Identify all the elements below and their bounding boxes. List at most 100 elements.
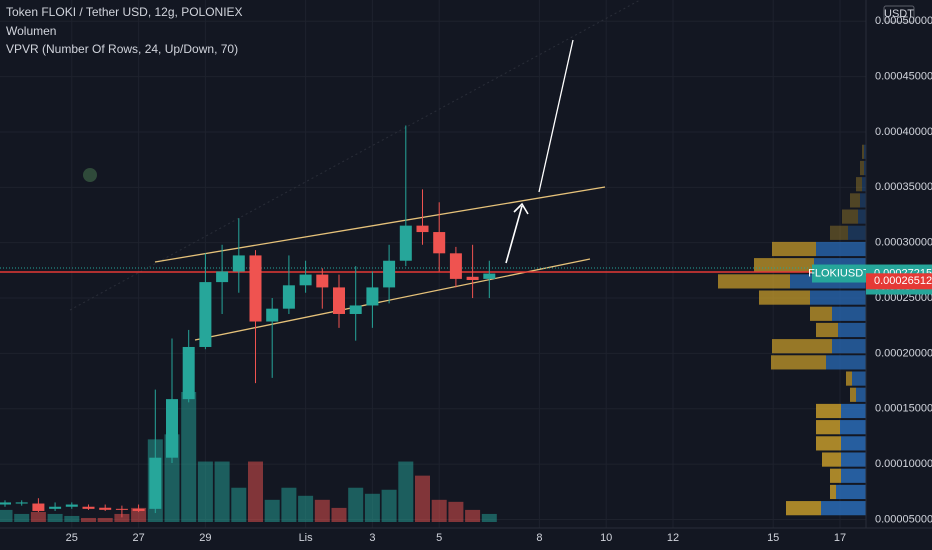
y-tick-label: 0.00015000 — [875, 403, 932, 415]
vpvr-down — [862, 144, 864, 159]
volume-bar — [64, 515, 80, 522]
volume-bar — [97, 517, 113, 522]
vpvr-up — [856, 387, 866, 402]
channel-top — [154, 186, 606, 263]
volume-bar — [381, 489, 397, 522]
vpvr-up — [838, 322, 866, 338]
vpvr-up — [864, 144, 866, 159]
vpvr-down — [772, 241, 816, 257]
vpvr-up — [864, 160, 866, 176]
chart-title: Token FLOKI / Tether USD, 12g, POLONIEX — [6, 5, 243, 19]
vpvr-up — [816, 241, 866, 257]
volume-bar — [314, 499, 330, 522]
y-tick-label: 0.00020000 — [875, 347, 932, 359]
y-tick-label: 0.00040000 — [875, 126, 932, 138]
candle-body — [182, 346, 195, 400]
volume-bar — [231, 487, 247, 522]
y-tick-label: 0.00030000 — [875, 237, 932, 249]
candles — [0, 125, 496, 518]
volume-bar — [281, 487, 297, 522]
candle-body — [483, 273, 496, 279]
vpvr-down — [822, 452, 841, 467]
volume-bar — [364, 493, 380, 522]
candle-body — [366, 287, 379, 306]
vpvr-down — [830, 225, 848, 240]
candle-body — [115, 508, 128, 510]
marker-dot — [83, 168, 97, 182]
vpvr-down — [830, 468, 841, 483]
x-tick-label: 15 — [767, 532, 779, 544]
vpvr-down — [846, 371, 852, 386]
volume-bar — [181, 392, 197, 522]
candle-body — [132, 508, 145, 511]
candle-body — [32, 503, 45, 511]
vpvr-down — [786, 501, 821, 516]
candle-body — [449, 253, 462, 279]
candle-body — [399, 225, 412, 261]
vpvr-down — [810, 306, 832, 321]
symbol-label: FLOKIUSDT — [808, 267, 870, 279]
x-tick-label: 27 — [132, 532, 144, 544]
volume-bar — [114, 513, 130, 522]
volume-bar — [398, 461, 414, 522]
vpvr-up — [832, 339, 866, 354]
vpvr-down — [816, 403, 841, 419]
candle-body — [166, 399, 178, 458]
candle-body — [299, 274, 312, 286]
volume-bar — [264, 499, 280, 522]
indicator: VPVR (Number Of Rows, 24, Up/Down, 70) — [6, 42, 238, 56]
candle-body — [65, 504, 78, 507]
volume-bar — [298, 495, 314, 522]
vpvr-layer — [718, 144, 866, 516]
volume-bar — [481, 513, 497, 522]
volume-bar — [0, 509, 13, 522]
volume-bar — [348, 487, 364, 522]
vpvr-down — [860, 160, 864, 176]
volume-bar — [431, 499, 447, 522]
vpvr-down — [830, 484, 836, 500]
x-tick-label: 12 — [667, 532, 679, 544]
volume-bar — [214, 461, 230, 522]
volume-bar — [465, 509, 481, 522]
grid — [0, 0, 866, 528]
vpvr-down — [856, 177, 862, 192]
candle-body — [49, 506, 62, 509]
candle-body — [216, 271, 229, 283]
symbol-badge — [812, 264, 866, 283]
candle-body — [282, 285, 295, 309]
x-tick-label: Lis — [299, 532, 314, 544]
vpvr-down — [754, 258, 814, 273]
volume-bar — [81, 517, 96, 522]
vpvr-down — [816, 322, 838, 338]
indicator: Wolumen — [6, 24, 56, 38]
x-tick-label: 5 — [436, 532, 442, 544]
candle-body — [0, 502, 11, 505]
vpvr-up — [826, 355, 866, 370]
volume-bar — [30, 511, 46, 522]
vpvr-down — [850, 387, 856, 402]
x-tick-label: 29 — [199, 532, 211, 544]
arrow-up — [505, 202, 529, 264]
vpvr-up — [832, 306, 866, 321]
x-tick-label: 17 — [834, 532, 846, 544]
vpvr-up — [841, 436, 866, 451]
vpvr-up — [810, 290, 866, 305]
y-tick-label: 0.00050000 — [875, 15, 932, 27]
volume-bar — [448, 501, 464, 522]
vpvr-up — [858, 209, 866, 224]
candle-body — [99, 507, 112, 510]
candle-body — [149, 457, 162, 509]
vpvr-down — [842, 209, 858, 224]
vpvr-up — [860, 193, 866, 208]
marked-price-badge — [866, 273, 932, 290]
x-tick-label: 25 — [66, 532, 78, 544]
vpvr-up — [862, 177, 866, 192]
axis-layer: 0.00005000 0.00010000 0.00015000 0.00020000… — [66, 15, 932, 544]
y-tick-label: 0.00035000 — [875, 181, 932, 193]
vpvr-down — [718, 274, 790, 289]
volume-bar — [14, 513, 30, 522]
target-line — [538, 39, 574, 193]
vpvr-up — [848, 225, 866, 240]
candle-body — [316, 274, 329, 288]
candle-body — [416, 225, 429, 233]
